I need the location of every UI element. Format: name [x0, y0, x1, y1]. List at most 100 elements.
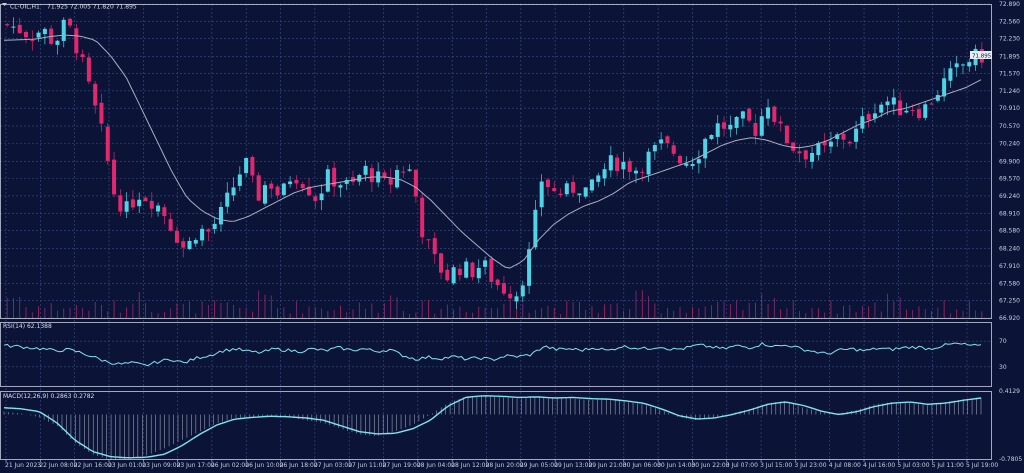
candle-body: [715, 123, 720, 137]
candle-body: [137, 199, 142, 207]
price-tick-label: 68.240: [999, 246, 1020, 253]
candle-body: [143, 197, 148, 202]
candle-body: [193, 240, 198, 244]
price-tick-label: 69.900: [999, 158, 1020, 165]
candle-body: [803, 150, 808, 160]
candle-body: [703, 138, 708, 159]
rsi-title: RSI(14) 62.1388: [3, 323, 52, 330]
macd-line: [3, 395, 982, 459]
candle-body: [74, 28, 79, 54]
volume-bars: [6, 290, 983, 318]
price-tick-label: 72.560: [999, 18, 1020, 25]
candle-body: [514, 296, 519, 302]
candle-body: [910, 110, 915, 112]
time-tick-label: 28 Jun 20:00: [486, 462, 524, 469]
time-tick-label: 4 Jul 16:00: [863, 462, 895, 469]
candle-body: [256, 175, 261, 201]
candle-body: [709, 134, 714, 139]
candle-body: [55, 40, 60, 45]
candle-body: [470, 262, 475, 278]
candle-body: [36, 32, 41, 38]
time-tick-label: 21 Jun 2023: [5, 462, 41, 469]
candle-body: [665, 136, 670, 144]
candle-body: [747, 108, 752, 121]
candle-body: [457, 268, 462, 276]
candle-body: [847, 141, 852, 144]
candle-body: [206, 229, 211, 232]
candle-body: [338, 185, 343, 188]
candle-body: [250, 157, 255, 176]
candle-body: [80, 54, 85, 58]
candle-body: [325, 169, 330, 192]
candle-body: [602, 169, 607, 179]
candle-body: [728, 124, 733, 130]
candle-body: [948, 68, 953, 81]
candle-body: [313, 196, 318, 201]
price-tick-label: 67.250: [999, 298, 1020, 305]
candle-body: [923, 104, 928, 118]
candle-body: [401, 171, 406, 173]
candle-body: [42, 28, 47, 35]
candle-body: [797, 151, 802, 154]
candle-body: [86, 57, 91, 82]
candle-body: [156, 205, 161, 212]
candle-body: [646, 151, 651, 175]
candle-body: [357, 175, 362, 182]
pane-borders: [0, 4, 992, 460]
candle-body: [684, 163, 689, 166]
time-tick-label: 26 Jun 02:00: [211, 462, 249, 469]
chart-menu-icon[interactable]: [2, 3, 7, 6]
candle-body: [130, 199, 135, 208]
candle-body: [621, 161, 626, 170]
time-tick-label: 26 Jun 18:00: [280, 462, 318, 469]
candle-body: [652, 145, 657, 152]
macd-title: MACD(12,26,9) 0.2863 0.2782: [3, 393, 95, 400]
price-tick-label: 68.580: [999, 228, 1020, 235]
candle-body: [218, 206, 223, 225]
candle-body: [350, 177, 356, 182]
time-tick-label: 28 Jun 12:00: [451, 462, 489, 469]
candle-body: [319, 193, 324, 201]
candle-body: [784, 125, 789, 143]
time-tick-label: 28 Jun 04:00: [417, 462, 455, 469]
candle-body: [583, 187, 588, 197]
time-tick-label: 29 Jun 05:00: [520, 462, 558, 469]
time-tick-label: 29 Jun 21:00: [588, 462, 626, 469]
time-tick-label: 27 Jun 19:00: [383, 462, 421, 469]
candle-body: [539, 181, 544, 208]
candle-body: [891, 97, 896, 105]
candle-body: [231, 187, 236, 196]
candle-body: [187, 240, 192, 250]
candle-body: [942, 78, 947, 97]
candle-body: [11, 26, 16, 28]
candle-body: [99, 102, 104, 124]
time-tick-label: 27 Jun 11:00: [348, 462, 386, 469]
candle-body: [552, 188, 557, 192]
candle-body: [105, 126, 110, 161]
candle-body: [841, 133, 846, 140]
candle-body: [300, 184, 305, 189]
candle-body: [778, 121, 783, 124]
candle-body: [527, 249, 532, 286]
candle-body: [501, 283, 506, 294]
candle-body: [696, 159, 701, 164]
candle-body: [162, 207, 167, 217]
price-tick-label: 72.890: [999, 1, 1020, 8]
time-tick-label: 3 Jul 15:00: [760, 462, 792, 469]
candle-body: [545, 179, 550, 188]
candle-body: [508, 293, 513, 299]
candle-body: [916, 109, 921, 119]
candlesticks: [5, 17, 984, 310]
macd-histogram: [3, 395, 982, 461]
candle-body: [935, 95, 940, 101]
price-tag-text: 71.895: [972, 54, 992, 60]
candle-body: [759, 116, 764, 136]
candle-body: [960, 64, 966, 66]
candle-body: [671, 145, 676, 154]
price-tick-label: 68.910: [999, 210, 1020, 217]
candle-body: [439, 253, 444, 273]
candle-body: [332, 167, 337, 187]
time-tick-label: 22 Jun 16:00: [74, 462, 112, 469]
